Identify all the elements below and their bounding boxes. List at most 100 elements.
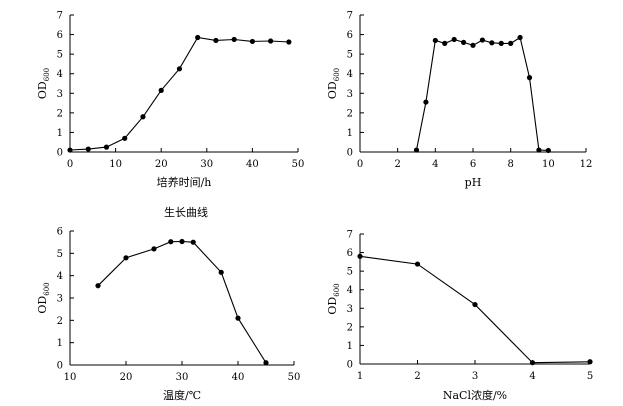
series-line (359, 255, 591, 364)
y-axis-label-subscript: 600 (333, 68, 341, 81)
x-tick-label: 0 (357, 159, 363, 170)
y-tick-label: 6 (57, 30, 63, 41)
x-axis-label: 培养时间/h (157, 175, 212, 189)
y-tick-label: 5 (57, 249, 63, 260)
data-point (168, 239, 174, 245)
data-point (451, 36, 457, 43)
y-tick-label: 0 (347, 148, 353, 159)
data-point (517, 34, 523, 41)
series-line (69, 36, 289, 151)
y-tick-label: 4 (57, 69, 63, 80)
data-point (190, 239, 196, 245)
data-point (213, 37, 219, 44)
x-tick-label: 12 (580, 159, 593, 170)
y-axis-label: OD600 (36, 68, 51, 99)
y-tick-label: 3 (57, 89, 63, 100)
data-point (286, 39, 292, 45)
x-tick-label: 8 (507, 159, 513, 170)
data-point (536, 147, 542, 153)
data-point (479, 37, 486, 43)
data-point (231, 36, 237, 43)
data-point (529, 360, 536, 366)
x-tick-label: 20 (120, 372, 133, 383)
data-point (498, 40, 504, 46)
data-point (470, 42, 476, 48)
data-point (176, 66, 183, 72)
series-line (97, 240, 267, 364)
y-tick-label: 1 (347, 341, 353, 352)
data-point (85, 146, 91, 152)
x-tick-label: 10 (109, 159, 122, 170)
data-point (140, 114, 146, 120)
y-tick-label: 7 (347, 230, 353, 241)
y-tick-label: 4 (347, 285, 353, 296)
y-axis-label: OD600 (326, 68, 341, 99)
data-point (508, 40, 514, 46)
data-point (235, 315, 241, 321)
data-point (123, 255, 129, 261)
x-axis-label: NaCl浓度/% (443, 388, 507, 402)
x-tick-label: 30 (200, 159, 213, 170)
y-tick-label: 6 (347, 30, 353, 41)
data-point (158, 87, 164, 93)
data-point (423, 99, 429, 105)
chart-temperature: 10 20 30 40 50 0 1 2 3 4 5 6 温度/℃ OD600 (36, 227, 300, 403)
y-tick-label: 4 (57, 271, 63, 282)
y-tick-label: 5 (347, 267, 353, 278)
data-point (151, 246, 157, 252)
y-axis-label-subscript: 600 (43, 282, 51, 295)
y-tick-label: 2 (347, 322, 353, 333)
data-point (357, 253, 363, 259)
y-tick-label: 3 (347, 304, 353, 315)
series-line (415, 36, 549, 151)
y-axis-label-main: OD (36, 296, 49, 314)
y-tick-label: 0 (347, 360, 353, 371)
x-tick-label: 5 (587, 371, 593, 382)
data-point (249, 38, 255, 45)
x-tick-label: 10 (542, 159, 555, 170)
data-point (472, 301, 478, 308)
y-axis-label-main: OD (326, 81, 339, 99)
y-tick-label: 3 (57, 294, 63, 305)
data-point (545, 147, 551, 154)
x-tick-label: 2 (414, 371, 420, 382)
data-point (195, 34, 201, 41)
x-tick-label: 3 (472, 371, 478, 382)
y-axis-label-main: OD (326, 297, 339, 315)
x-tick-label: 4 (529, 371, 535, 382)
y-tick-label: 1 (57, 128, 63, 139)
y-tick-label: 2 (57, 108, 63, 119)
x-tick-label: 1 (357, 371, 363, 382)
y-tick-label: 0 (57, 361, 63, 372)
x-tick-label: 2 (394, 159, 400, 170)
data-point (67, 147, 73, 153)
data-point (413, 147, 420, 153)
y-tick-label: 5 (347, 50, 353, 61)
x-axis-label: pH (465, 176, 482, 189)
data-point (179, 238, 185, 245)
y-axis-label-main: OD (36, 81, 49, 99)
y-tick-label: 2 (347, 108, 353, 119)
data-point (489, 40, 495, 46)
data-point (432, 37, 438, 44)
data-point (218, 269, 224, 275)
x-tick-label: 6 (470, 159, 476, 170)
y-tick-label: 7 (347, 11, 353, 22)
y-tick-label: 4 (347, 69, 353, 80)
data-point (460, 39, 467, 46)
y-tick-label: 7 (57, 11, 63, 22)
x-tick-label: 40 (246, 159, 259, 170)
data-point (103, 144, 110, 150)
y-tick-label: 6 (347, 248, 353, 259)
x-tick-label: 4 (432, 159, 438, 170)
x-tick-label: 0 (67, 159, 73, 170)
data-point (587, 359, 593, 365)
y-tick-label: 2 (57, 316, 63, 327)
x-tick-label: 30 (176, 372, 189, 383)
data-point (122, 135, 128, 141)
y-axis-label-subscript: 600 (43, 68, 51, 81)
data-point (526, 75, 533, 81)
y-axis-label-subscript: 600 (333, 283, 341, 296)
